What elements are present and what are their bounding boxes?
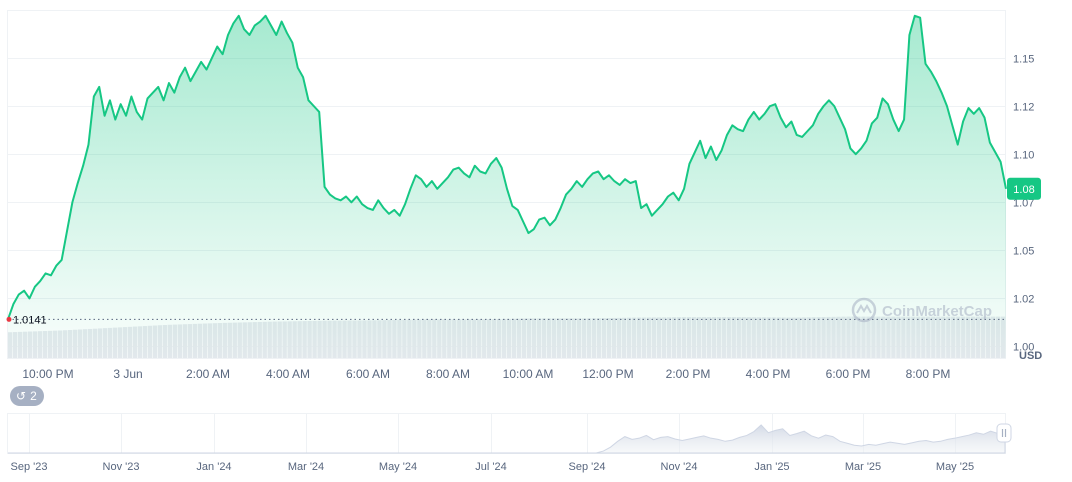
price-line [7, 14, 1007, 320]
overview-x-tick-label: May '25 [936, 461, 974, 473]
y-tick-label: 1.07 [1013, 198, 1034, 210]
y-tick-label: 1.12 [1013, 102, 1034, 114]
y-tick-label: 1.02 [1013, 294, 1034, 306]
overview-x-tick-label: Mar '24 [288, 461, 324, 473]
x-tick-label: 4:00 PM [746, 367, 791, 381]
overview-x-tick-label: Nov '24 [661, 461, 698, 473]
open-price-dot [6, 316, 12, 322]
y-tick-label: 1.00 [1013, 342, 1034, 354]
x-tick-label: 10:00 AM [503, 367, 554, 381]
price-area [8, 15, 1006, 359]
overview-x-tick-label: Nov '23 [103, 461, 140, 473]
overview-x-tick-label: Jan '24 [196, 461, 231, 473]
x-tick-label: 10:00 PM [22, 367, 73, 381]
x-tick-label: 2:00 AM [186, 367, 230, 381]
overview-x-tick-label: Sep '24 [569, 461, 606, 473]
y-tick-label: 1.15 [1013, 54, 1034, 66]
overview-handle[interactable] [996, 423, 1012, 443]
overview-x-tick-label: Jul '24 [475, 461, 506, 473]
overview-handle-bg[interactable] [996, 423, 1012, 443]
x-tick-label: 3 Jun [113, 367, 142, 381]
x-tick-label: 6:00 AM [346, 367, 390, 381]
overview-x-tick-label: Mar '25 [845, 461, 881, 473]
current-price-value: 1.08 [1013, 184, 1034, 196]
x-tick-label: 4:00 AM [266, 367, 310, 381]
overview-x-axis: Sep '23 Nov '23 Jan '24 Mar '24 May '24 Jul '… [11, 461, 975, 473]
coinmarketcap-logo-icon [851, 297, 877, 323]
open-price-label: 1.0141 [13, 314, 47, 326]
x-tick-label: 12:00 PM [582, 367, 633, 381]
overview-x-tick-label: May '24 [379, 461, 417, 473]
y-axis: 1.15 1.12 1.10 1.07 1.05 1.02 1.00 [1013, 54, 1034, 354]
y-tick-label: 1.10 [1013, 150, 1034, 162]
overview-x-tick-label: Jan '25 [754, 461, 789, 473]
history-count: 2 [30, 389, 37, 403]
coinmarketcap-logo-wave [856, 304, 872, 314]
x-axis: 10:00 PM 3 Jun 2:00 AM 4:00 AM 6:00 AM 8:00 A… [22, 367, 950, 381]
history-icon: ↺ [16, 389, 27, 403]
overview-x-tick-label: Sep '23 [11, 461, 48, 473]
watermark-logo: CoinMarketCap [851, 297, 992, 323]
current-price-badge: 1.08 [1007, 177, 1041, 200]
x-tick-label: 2:00 PM [666, 367, 711, 381]
x-tick-label: 6:00 PM [826, 367, 871, 381]
y-tick-label: 1.05 [1013, 246, 1034, 258]
overview-area [8, 424, 1006, 454]
x-tick-label: 8:00 AM [426, 367, 470, 381]
currency-label: USD [1019, 350, 1042, 362]
x-tick-label: 8:00 PM [906, 367, 951, 381]
watermark-text: CoinMarketCap [882, 303, 992, 320]
history-button[interactable]: ↺ 2 [10, 386, 44, 406]
current-price-badge-bg [1007, 177, 1041, 200]
overview-navigator[interactable]: Sep '23 Nov '23 Jan '24 Mar '24 May '24 Jul '… [7, 413, 1012, 474]
